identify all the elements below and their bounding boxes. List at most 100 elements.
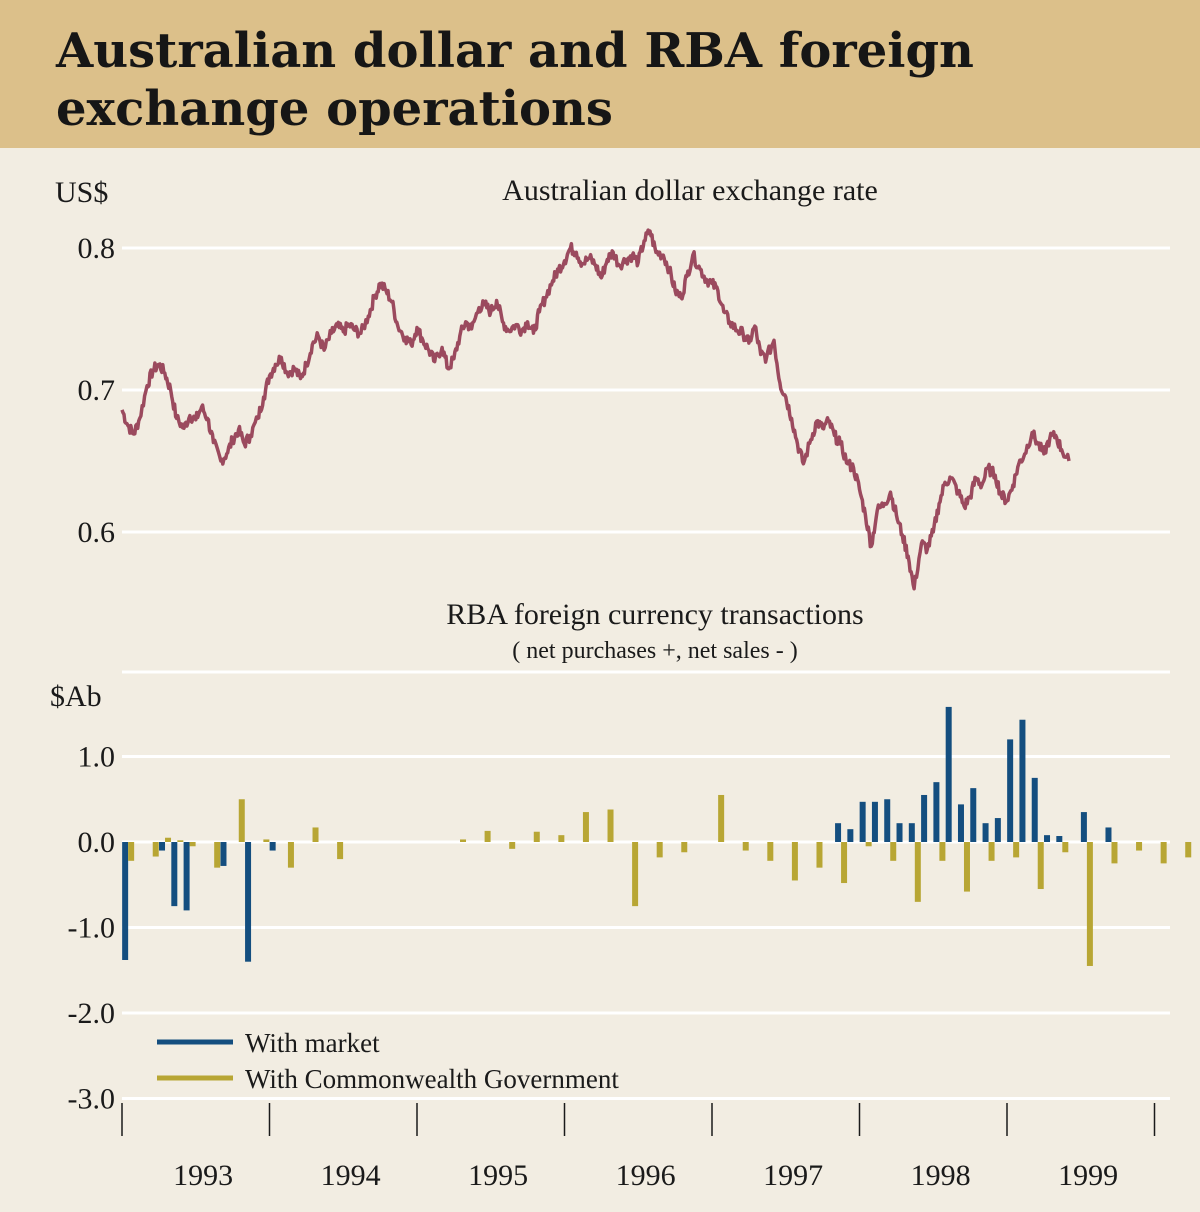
bar-government <box>1062 842 1069 853</box>
bar-market <box>957 804 964 842</box>
bar-market <box>1007 739 1014 842</box>
bar-government <box>742 842 749 851</box>
x-axis-year-label: 1996 <box>616 1159 676 1192</box>
bar-market <box>245 842 252 962</box>
x-axis-year-label: 1993 <box>173 1159 233 1192</box>
bar-market <box>945 706 952 842</box>
legend: With market With Commonwealth Government <box>157 1028 619 1094</box>
bar-government <box>718 794 725 842</box>
bar-government <box>484 830 491 842</box>
bar-government <box>1111 842 1118 864</box>
bar-chart-ytick-label: 0.0 <box>78 826 116 859</box>
bar-government <box>607 809 614 842</box>
bar-market <box>933 782 940 842</box>
bar-government <box>238 799 245 842</box>
bar-chart-subtitle: ( net purchases +, net sales - ) <box>512 638 797 664</box>
bar-chart-ytick-label: -3.0 <box>68 1083 116 1116</box>
line-chart-ytick-label: 0.8 <box>78 232 116 265</box>
bars-layer <box>122 706 1192 966</box>
bar-market <box>859 801 866 842</box>
bar-market <box>1031 777 1038 842</box>
bar-government <box>767 842 774 861</box>
bar-government <box>816 842 823 868</box>
bar-government <box>963 842 970 892</box>
bar-market <box>847 829 854 842</box>
bar-market <box>884 799 891 842</box>
bar-market <box>896 823 903 842</box>
legend-government-label: With Commonwealth Government <box>245 1064 619 1094</box>
bar-government <box>1136 842 1143 851</box>
bar-government <box>865 842 872 847</box>
bar-market <box>908 823 915 842</box>
bar-market <box>970 788 977 842</box>
bar-market <box>871 801 878 842</box>
bar-government <box>632 842 639 907</box>
axis-layer: 0.6 0.7 0.8 -3.0 -2.0 -1.0 0.0 1.0 1993 1994 1995 1… <box>68 232 1156 1192</box>
bar-government <box>1037 842 1044 890</box>
bar-government <box>988 842 995 861</box>
bar-government <box>558 835 565 842</box>
exchange-rate-line <box>120 228 1071 591</box>
gridlines <box>122 246 1170 1100</box>
bar-government <box>582 812 589 842</box>
bar-market <box>269 842 276 851</box>
bar-market <box>1105 827 1112 842</box>
line-layer <box>120 228 1071 591</box>
bar-government <box>791 842 798 881</box>
bar-government <box>939 842 946 861</box>
bar-government <box>890 842 897 861</box>
bar-government <box>337 842 344 860</box>
bar-government <box>177 840 184 842</box>
bar-market <box>1044 835 1051 842</box>
bar-government <box>656 842 663 858</box>
bar-chart-ytick-label: 1.0 <box>78 741 116 774</box>
x-axis-year-label: 1994 <box>321 1159 381 1192</box>
bar-government <box>1086 842 1093 966</box>
bar-government <box>287 842 294 868</box>
bar-chart-ytick-label: -1.0 <box>68 912 116 945</box>
title-banner: Australian dollar and RBA foreign exchan… <box>0 0 1200 148</box>
bar-government <box>165 837 172 842</box>
bar-government <box>312 827 319 842</box>
bar-market <box>122 842 129 960</box>
bar-market <box>994 818 1001 842</box>
bar-government <box>460 839 467 842</box>
bar-government <box>189 842 196 847</box>
bar-market <box>171 842 178 907</box>
line-chart-ytick-label: 0.6 <box>78 516 116 549</box>
bar-government <box>128 842 135 861</box>
bar-government <box>914 842 921 902</box>
x-axis-year-label: 1998 <box>911 1159 971 1192</box>
page-title: Australian dollar and RBA foreign exchan… <box>56 23 974 137</box>
x-axis-year-label: 1997 <box>763 1159 823 1192</box>
legend-market-label: With market <box>245 1028 380 1058</box>
bar-market <box>220 842 227 866</box>
bar-government <box>152 842 159 857</box>
line-chart-title: Australian dollar exchange rate <box>502 174 878 207</box>
bar-market <box>1080 812 1087 842</box>
chart-area: 0.6 0.7 0.8 -3.0 -2.0 -1.0 0.0 1.0 1993 1994 1995 1… <box>50 174 1192 1192</box>
line-chart-ylabel: US$ <box>55 176 108 209</box>
bar-market <box>982 823 989 842</box>
bar-market <box>1019 719 1026 842</box>
bar-chart-ytick-label: -2.0 <box>68 997 116 1030</box>
x-axis-year-label: 1999 <box>1058 1159 1118 1192</box>
bar-market <box>1056 836 1063 842</box>
bar-government <box>1013 842 1020 858</box>
bar-government <box>1160 842 1167 864</box>
bar-government <box>533 831 540 842</box>
bar-market <box>921 794 928 842</box>
bar-government <box>214 842 221 868</box>
bar-government <box>509 842 516 849</box>
bar-market <box>159 842 166 851</box>
bar-government <box>681 842 688 853</box>
bar-government <box>263 839 270 842</box>
bar-chart-title: RBA foreign currency transactions <box>446 598 863 631</box>
bar-market <box>835 823 842 842</box>
bar-market <box>183 842 190 911</box>
bar-chart-ylabel: $Ab <box>50 680 102 713</box>
bar-government <box>1185 842 1192 858</box>
x-axis-year-label: 1995 <box>468 1159 528 1192</box>
line-chart-ytick-label: 0.7 <box>78 374 116 407</box>
bar-government <box>841 842 848 884</box>
